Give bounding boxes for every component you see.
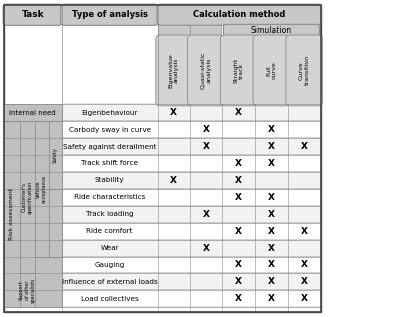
Bar (190, 25, 221, 36)
Bar (62, 104, 321, 121)
FancyBboxPatch shape (224, 24, 320, 37)
Text: Full
curve: Full curve (266, 61, 277, 79)
Text: Eigenbehaviour: Eigenbehaviour (81, 110, 138, 116)
Text: X: X (301, 294, 308, 303)
Text: Influence of external loads: Influence of external loads (62, 279, 158, 285)
Bar (62, 274, 321, 290)
Text: X: X (235, 227, 242, 236)
Text: X: X (170, 108, 177, 117)
Text: X: X (268, 243, 275, 253)
Bar (4, 104, 62, 121)
Text: Eigenvalue
analysis: Eigenvalue analysis (168, 53, 179, 88)
Text: Ride comfort: Ride comfort (87, 228, 133, 234)
Text: Wear: Wear (100, 245, 119, 251)
Bar (62, 172, 321, 189)
Text: X: X (268, 210, 275, 219)
Bar (62, 189, 321, 206)
Text: X: X (235, 108, 242, 117)
Bar (4, 121, 20, 307)
Text: X: X (235, 261, 242, 269)
Bar (49, 121, 62, 189)
Text: X: X (268, 159, 275, 168)
Text: Safety against derailment: Safety against derailment (63, 144, 156, 150)
Bar (20, 121, 35, 274)
Text: X: X (235, 176, 242, 185)
Bar (62, 256, 321, 274)
Bar (62, 155, 321, 172)
Text: Straight
track: Straight track (233, 58, 244, 83)
Text: Risk assessment: Risk assessment (9, 188, 14, 240)
Text: X: X (301, 277, 308, 286)
Bar (4, 5, 321, 312)
Text: Curve
transition: Curve transition (299, 55, 310, 86)
Text: X: X (268, 142, 275, 151)
Text: Carbody sway in curve: Carbody sway in curve (69, 127, 151, 133)
Text: X: X (268, 125, 275, 134)
Bar (62, 240, 321, 256)
Text: X: X (202, 125, 209, 134)
Text: Customer's
specification: Customer's specification (22, 181, 33, 214)
Text: X: X (202, 243, 209, 253)
Text: X: X (268, 193, 275, 202)
Bar (35, 256, 62, 307)
Text: X: X (301, 227, 308, 236)
Text: X: X (268, 277, 275, 286)
Text: Ride characteristics: Ride characteristics (74, 194, 145, 200)
Bar (62, 290, 321, 307)
FancyBboxPatch shape (188, 35, 224, 106)
Bar (62, 138, 321, 155)
Bar (62, 121, 321, 138)
Bar (49, 189, 62, 256)
Text: X: X (235, 294, 242, 303)
FancyBboxPatch shape (220, 35, 257, 106)
FancyBboxPatch shape (157, 4, 322, 25)
Text: Quasi-static
analysis: Quasi-static analysis (201, 52, 211, 89)
Text: Internal need: Internal need (9, 110, 56, 116)
Bar (158, 25, 190, 36)
FancyBboxPatch shape (3, 4, 62, 25)
Text: Track shift force: Track shift force (81, 160, 138, 166)
FancyBboxPatch shape (253, 35, 290, 106)
Bar (62, 206, 321, 223)
FancyBboxPatch shape (156, 35, 192, 106)
Text: X: X (235, 159, 242, 168)
Text: Calculation method: Calculation method (193, 10, 285, 19)
Text: Stability: Stability (95, 178, 124, 184)
Text: Vehicle
acceptance: Vehicle acceptance (36, 175, 47, 203)
Text: X: X (268, 261, 275, 269)
Text: X: X (301, 261, 308, 269)
Text: Load collectives: Load collectives (81, 296, 139, 302)
Text: Safety: Safety (53, 147, 58, 163)
Text: X: X (202, 142, 209, 151)
Text: Track loading: Track loading (86, 211, 134, 217)
Text: X: X (268, 227, 275, 236)
Bar (62, 223, 321, 240)
Text: X: X (202, 210, 209, 219)
Text: X: X (268, 294, 275, 303)
Text: X: X (235, 193, 242, 202)
Text: Type of analysis: Type of analysis (72, 10, 148, 19)
FancyBboxPatch shape (61, 4, 158, 25)
Text: Gauging: Gauging (94, 262, 125, 268)
Bar (20, 274, 35, 307)
Bar (35, 121, 49, 256)
Text: Simulation: Simulation (251, 26, 292, 35)
Bar (4, 5, 321, 312)
FancyBboxPatch shape (286, 35, 323, 106)
Text: X: X (301, 142, 308, 151)
Text: X: X (170, 176, 177, 185)
Text: Task: Task (21, 10, 44, 19)
Text: X: X (235, 277, 242, 286)
Text: Support
of other
specialists: Support of other specialists (19, 278, 36, 303)
